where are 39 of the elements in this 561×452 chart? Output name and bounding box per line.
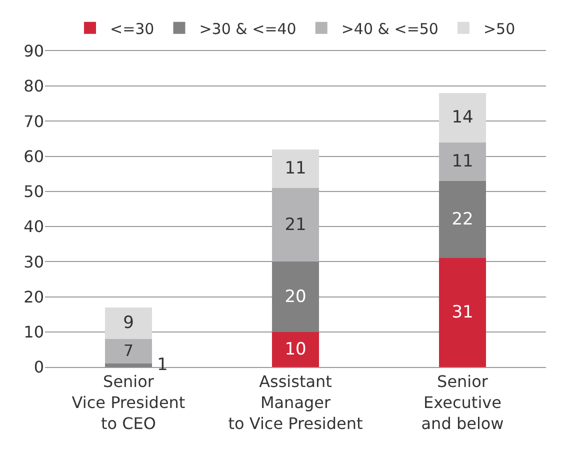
y-tick-label: 60 <box>24 146 44 166</box>
data-label: 21 <box>284 214 306 235</box>
legend-label: >30 & <=40 <box>199 20 296 38</box>
y-tick-label: 90 <box>24 42 44 61</box>
bar <box>105 307 152 339</box>
x-tick-label: Senior Executive and below <box>421 372 504 433</box>
y-tick-label: 70 <box>24 112 44 131</box>
bar <box>272 332 319 367</box>
y-tick-label: 20 <box>24 287 44 306</box>
bar <box>105 363 152 367</box>
data-label: 22 <box>452 210 474 230</box>
x-tick-label: Assistant Manager to Vice President <box>228 372 363 433</box>
bar <box>439 180 486 258</box>
y-tick-label: 50 <box>24 182 44 202</box>
legend-label: >50 <box>483 20 516 38</box>
bar <box>272 262 319 332</box>
y-tick-label: 40 <box>24 217 44 236</box>
y-tick-label: 80 <box>24 76 44 96</box>
bar <box>439 142 486 181</box>
data-label: 31 <box>452 302 474 323</box>
bar <box>105 338 152 364</box>
data-label: 7 <box>123 340 134 360</box>
data-label: 9 <box>123 313 134 334</box>
bar <box>272 188 319 262</box>
y-tick-label: 30 <box>24 252 44 272</box>
data-label: 11 <box>284 158 306 179</box>
bar <box>272 149 319 188</box>
legend-label: <=30 <box>110 20 154 38</box>
bar <box>439 258 486 367</box>
x-tick-label: Senior Vice President to CEO <box>72 372 186 433</box>
data-label: 1 <box>157 355 168 375</box>
y-tick-label: 0 <box>34 358 44 377</box>
data-label: 10 <box>284 339 306 360</box>
y-tick-label: 10 <box>24 322 44 342</box>
legend-label: >40 & <=50 <box>341 20 438 38</box>
data-label: 20 <box>284 286 306 307</box>
bar <box>439 93 486 142</box>
data-label: 11 <box>452 152 474 172</box>
data-label: 14 <box>452 108 474 128</box>
